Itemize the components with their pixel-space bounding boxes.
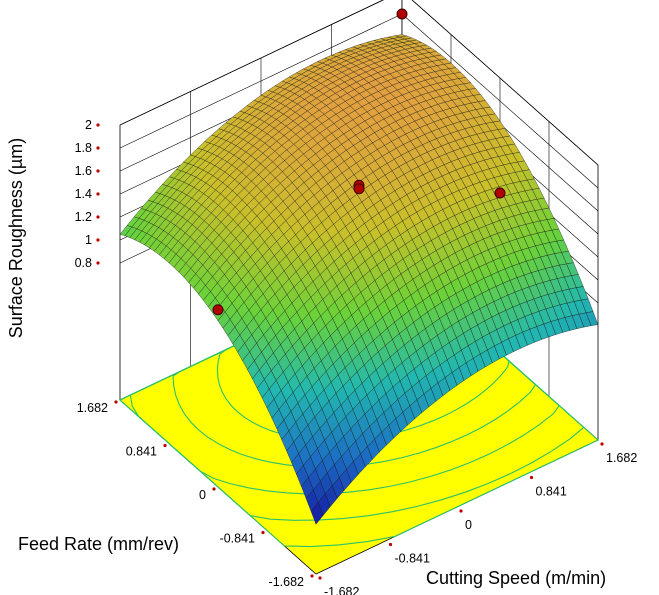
surface-cell bbox=[310, 502, 324, 525]
design-point-marker bbox=[396, 8, 408, 20]
y-tick-label: 0 bbox=[199, 488, 206, 502]
wall-gridline-horizontal bbox=[119, 0, 599, 166]
y-tick-marker bbox=[114, 400, 118, 404]
z-tick-label: 2 bbox=[85, 118, 92, 132]
z-tick-marker bbox=[96, 215, 100, 219]
y-tick-marker bbox=[310, 574, 314, 578]
y-tick-label: 1.682 bbox=[77, 401, 108, 415]
y-tick-marker bbox=[261, 530, 265, 535]
x-tick-marker bbox=[318, 576, 322, 580]
z-tick-label: 1.6 bbox=[75, 164, 92, 178]
y-tick-label: -0.841 bbox=[220, 532, 255, 546]
y-tick-marker bbox=[212, 487, 216, 491]
z-tick-marker bbox=[96, 192, 100, 196]
z-axis-title: Surface Roughness (µm) bbox=[6, 138, 26, 338]
design-point-marker bbox=[353, 183, 365, 195]
x-tick-label: 0.841 bbox=[536, 485, 567, 499]
response-surface bbox=[119, 34, 599, 525]
y-tick-marker bbox=[163, 443, 167, 448]
y-axis-title: Feed Rate (mm/rev) bbox=[18, 534, 179, 554]
x-tick-label: 0 bbox=[465, 518, 472, 532]
z-tick-marker bbox=[96, 123, 100, 127]
axes: 0.8 1 1.2 1.4 1.6 1.8 2 -1.682 -0.841 0 0.841 1.682… bbox=[75, 118, 638, 595]
z-tick-label: 1.4 bbox=[75, 187, 92, 201]
design-point-marker bbox=[212, 304, 224, 316]
x-tick-marker bbox=[600, 442, 604, 446]
x-tick-marker bbox=[459, 509, 463, 513]
z-tick-label: 1 bbox=[85, 233, 92, 247]
x-tick-marker bbox=[388, 542, 393, 547]
x-tick-label: -1.682 bbox=[324, 585, 359, 595]
x-tick-label: 1.682 bbox=[606, 451, 637, 465]
x-tick-label: -0.841 bbox=[395, 552, 430, 566]
design-point-marker bbox=[494, 187, 506, 199]
design-points bbox=[212, 8, 506, 316]
z-tick-marker bbox=[96, 261, 100, 265]
z-tick-label: 1.8 bbox=[75, 141, 92, 155]
z-tick-marker bbox=[96, 238, 100, 242]
x-axis-title: Cutting Speed (m/min) bbox=[426, 568, 606, 588]
z-tick-marker bbox=[96, 146, 100, 150]
z-tick-label: 1.2 bbox=[75, 210, 92, 224]
y-tick-label: 0.841 bbox=[126, 445, 157, 459]
x-tick-marker bbox=[529, 475, 534, 480]
y-tick-label: -1.682 bbox=[269, 575, 304, 589]
z-tick-marker bbox=[96, 169, 100, 173]
z-tick-label: 0.8 bbox=[75, 256, 92, 270]
